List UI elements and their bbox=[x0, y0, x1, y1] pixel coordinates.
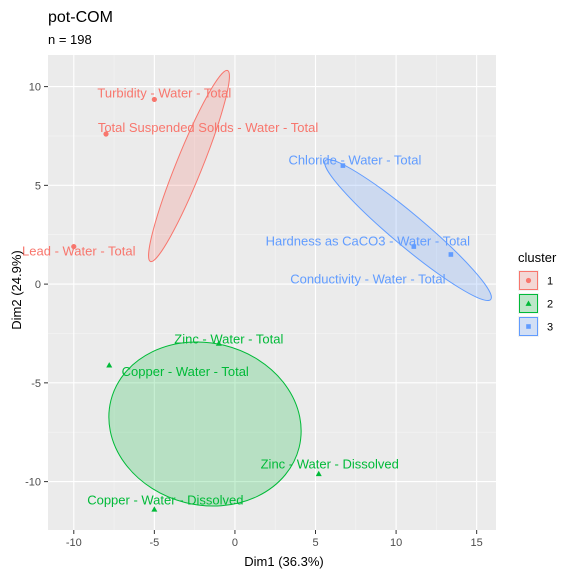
point-label: Conductivity - Water - Total bbox=[290, 271, 445, 286]
x-tick-label: 10 bbox=[390, 537, 402, 549]
y-tick-label: 10 bbox=[29, 82, 41, 94]
cluster-2-point bbox=[151, 506, 158, 512]
cluster-3-point bbox=[448, 252, 454, 257]
cluster-3-point bbox=[340, 163, 346, 168]
legend-label-2: 2 bbox=[547, 299, 553, 311]
x-axis-title: Dim1 (36.3%) bbox=[244, 554, 323, 569]
cluster-1-point bbox=[103, 131, 109, 137]
x-tick-label: -10 bbox=[66, 537, 82, 549]
x-tick-label: 15 bbox=[471, 537, 483, 549]
legend-label-1: 1 bbox=[547, 276, 553, 288]
chart-subtitle: n = 198 bbox=[48, 32, 92, 47]
x-tick-label: 0 bbox=[232, 537, 238, 549]
cluster-2-point bbox=[215, 340, 222, 346]
point-label: Chloride - Water - Total bbox=[288, 153, 421, 168]
legend-title: cluster bbox=[518, 250, 557, 265]
data-points bbox=[71, 96, 454, 512]
cluster-1-ellipse bbox=[148, 69, 230, 263]
point-label: Copper - Water - Total bbox=[122, 364, 249, 379]
y-tick-label: 5 bbox=[35, 180, 41, 192]
point-label: Total Suspended Solids - Water - Total bbox=[98, 120, 319, 135]
legend-key-1-marker bbox=[525, 277, 532, 284]
legend-label-3: 3 bbox=[547, 322, 553, 334]
legend-key-2-marker bbox=[525, 300, 532, 306]
y-tick-label: -5 bbox=[31, 378, 41, 390]
x-tick-label: -5 bbox=[149, 537, 159, 549]
legend-key-3-marker bbox=[526, 324, 531, 329]
point-label: Zinc - Water - Dissolved bbox=[261, 457, 399, 472]
panel-background bbox=[48, 55, 496, 530]
cluster-2-point bbox=[106, 362, 113, 368]
chart-title: pot-COM bbox=[48, 9, 113, 26]
cluster-ellipses bbox=[108, 69, 492, 507]
point-label: Copper - Water - Dissolved bbox=[87, 492, 243, 507]
axes: -10 -5 0 5 10 15 -10 -5 0 5 10 bbox=[25, 82, 483, 549]
point-labels: Turbidity - Water - Total Total Suspended… bbox=[22, 85, 470, 507]
cluster-2-ellipse bbox=[108, 341, 302, 507]
point-label: Zinc - Water - Total bbox=[174, 331, 283, 346]
point-label: Turbidity - Water - Total bbox=[97, 85, 231, 100]
y-tick-label: -10 bbox=[25, 477, 41, 489]
cluster-1-point bbox=[151, 96, 157, 103]
y-axis-title: Dim2 (24.9%) bbox=[9, 250, 24, 329]
y-tick-label: 0 bbox=[35, 279, 41, 291]
x-tick-label: 5 bbox=[312, 537, 318, 549]
cluster-3-ellipse bbox=[324, 159, 492, 301]
legend: cluster 1 2 3 bbox=[518, 250, 557, 337]
point-label: Lead - Water - Total bbox=[22, 244, 136, 259]
cluster-2-point bbox=[315, 470, 322, 477]
cluster-3-point bbox=[411, 244, 417, 249]
cluster-1-point bbox=[71, 243, 77, 250]
point-label: Hardness as CaCO3 - Water - Total bbox=[266, 234, 471, 249]
grid-lines bbox=[48, 55, 496, 530]
